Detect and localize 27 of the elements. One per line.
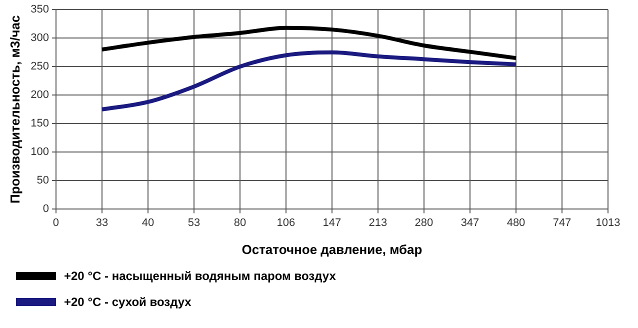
y-axis-title: Производительность, м3/час [7,15,22,204]
x-tick-label: 747 [552,216,572,229]
line-series [100,26,518,60]
legend-label: +20 °C - сухой воздух [64,295,192,309]
x-tick-label: 480 [506,216,526,229]
x-tick-label: 347 [460,216,480,229]
x-tick-label: 53 [188,216,200,229]
x-tick-label: 1013 [596,216,620,229]
line-series [100,50,518,112]
y-tick-label: 200 [30,89,49,102]
x-tick-label: 147 [322,216,342,229]
x-tick-label: 80 [234,216,246,229]
x-tick-label: 0 [52,216,60,229]
y-tick-label: 150 [30,118,49,130]
y-tick-label: 0 [42,203,49,216]
x-tick-label: 40 [142,216,154,229]
x-tick-label: 106 [276,216,296,229]
x-tick-label: 213 [368,216,388,229]
x-tick-label: 280 [414,216,434,229]
x-tick-label: 33 [96,216,108,229]
y-tick-label: 350 [30,4,49,16]
y-tick-label: 100 [30,146,49,158]
legend-label: +20 °C - насыщенный водяным паром воздух [64,269,336,283]
y-tick-label: 250 [30,60,49,73]
y-tick-label: 300 [30,32,49,44]
y-tick-label: 50 [36,174,49,187]
x-axis-title: Остаточное давление, мбар [242,242,422,257]
